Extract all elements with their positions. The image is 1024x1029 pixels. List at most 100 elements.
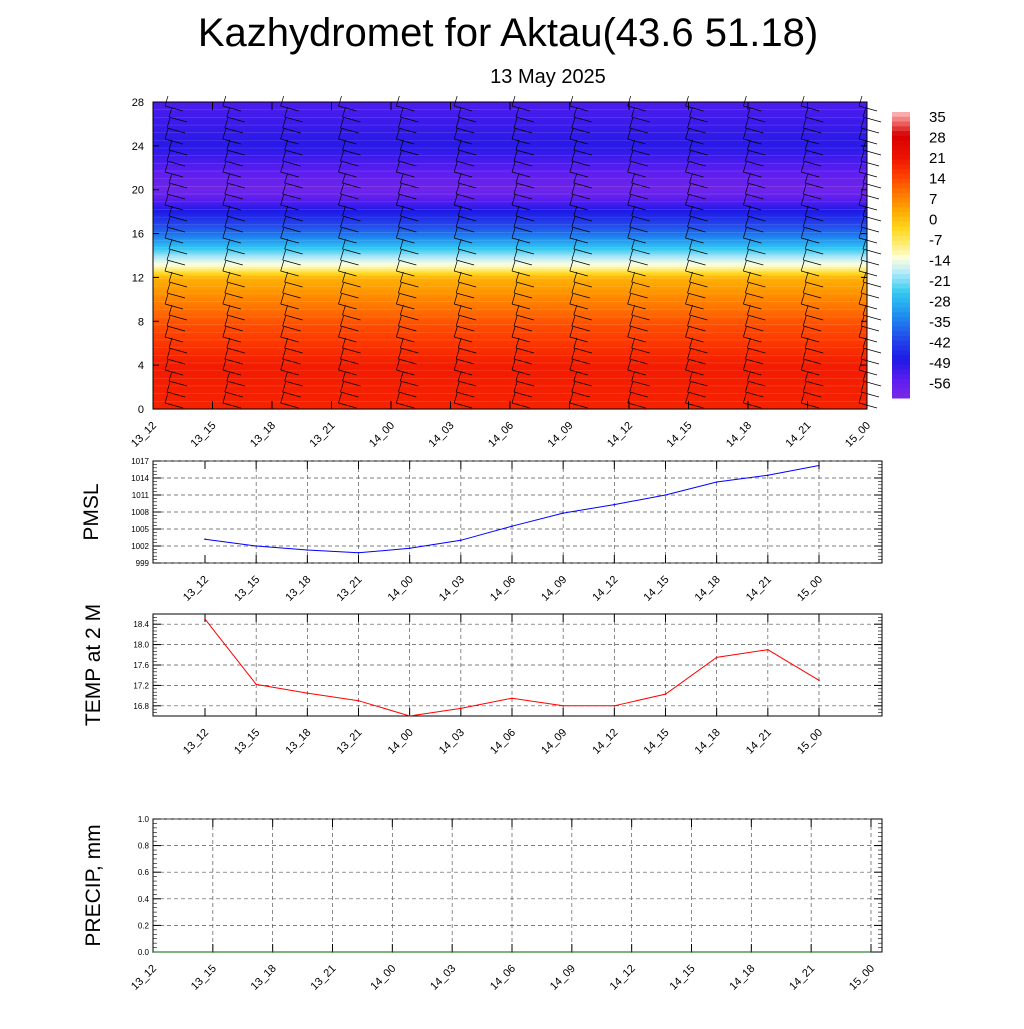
wind-barb-flag: [398, 259, 417, 266]
wind-barb-flag: [631, 116, 650, 123]
heatmap-band: [153, 393, 867, 397]
heatmap-band: [153, 196, 867, 200]
heatmap-band: [153, 231, 867, 235]
colorbar-label: 35: [929, 109, 946, 126]
colorbar-segment: [892, 278, 910, 285]
wind-barb-flag: [396, 138, 415, 145]
wind-barb-staff: [744, 282, 749, 294]
wind-barb-staff: [453, 161, 458, 173]
heatmap-band: [153, 178, 867, 182]
data-point: [715, 481, 718, 483]
y-axis-title: TEMP at 2 M: [82, 604, 105, 726]
wind-barb-staff: [802, 348, 807, 360]
wind-barb-flag: [396, 402, 415, 409]
x-tick-label: 15_00: [847, 963, 877, 993]
heatmap-band: [153, 110, 867, 114]
wind-barb-flag: [513, 160, 533, 167]
wind-barb-staff: [685, 128, 689, 140]
wind-barb-flag: [743, 303, 762, 310]
wind-barb-flag: [338, 237, 357, 244]
wind-barb-staff: [455, 117, 460, 129]
wind-barb-staff: [280, 260, 285, 272]
data-point: [664, 494, 667, 496]
wind-barb-flag: [284, 149, 303, 156]
wind-barb-flag: [226, 248, 245, 255]
wind-barb-flag: [456, 292, 475, 299]
wind-barb-staff: [224, 183, 229, 195]
wind-barb-flag: [166, 160, 186, 167]
wind-barb-flag: [689, 116, 708, 123]
wind-barb-flag: [515, 380, 535, 387]
x-tick-label: 13_21: [308, 420, 338, 450]
wind-barb-flag: [627, 402, 646, 409]
wind-barb-flag: [280, 270, 299, 277]
wind-barb-flag: [631, 281, 650, 288]
wind-barb-staff: [573, 337, 578, 349]
wind-barb-flag: [685, 204, 704, 211]
data-point: [715, 656, 718, 659]
wind-barb-flag: [571, 127, 590, 134]
wind-barb-staff: [222, 194, 227, 206]
heatmap-band: [153, 341, 867, 344]
wind-barb-staff: [166, 117, 171, 129]
wind-barb-staff: [226, 304, 231, 316]
wind-barb-staff: [455, 381, 460, 393]
wind-barb-staff: [166, 348, 171, 360]
wind-barb-flag: [164, 171, 184, 178]
wind-barb-flag: [400, 380, 419, 387]
wind-barb-staff: [284, 172, 289, 184]
data-point: [870, 951, 872, 953]
wind-barb-flag: [858, 204, 878, 211]
colorbar-label: -49: [929, 355, 951, 372]
colorbar-segment: [892, 212, 910, 218]
wind-barb-flag: [454, 138, 473, 145]
y-tick-label: 1.0: [138, 815, 150, 824]
wind-barb-flag: [803, 325, 822, 332]
x-tick-label: 13_15: [232, 574, 262, 604]
wind-barb-flag: [458, 248, 477, 255]
x-tick-label: 13_18: [249, 963, 279, 993]
wind-barb-flag: [166, 391, 186, 398]
wind-barb-staff: [280, 293, 285, 305]
wind-barb-flag: [398, 358, 417, 365]
wind-barb-staff: [457, 238, 462, 250]
wind-barb-flag: [164, 336, 184, 343]
wind-barb-staff: [511, 326, 516, 338]
heatmap-band: [153, 395, 867, 399]
wind-barb-staff: [453, 392, 458, 404]
wind-barb-flag: [164, 105, 184, 112]
wind-barb-staff: [742, 161, 747, 173]
x-tick-label: 14_18: [724, 420, 754, 450]
colorbar-segment: [892, 393, 910, 399]
heatmap-band: [153, 369, 867, 373]
wind-barb-flag: [860, 325, 880, 332]
wind-barb-flag: [862, 281, 882, 288]
x-tick-label: 14_18: [693, 727, 723, 757]
wind-barb-flag: [801, 105, 820, 112]
wind-barb-staff: [571, 117, 576, 129]
colorbar-segment: [892, 378, 910, 385]
heatmap-band: [153, 187, 867, 191]
wind-barb-staff: [342, 271, 346, 283]
wind-barb-staff: [511, 128, 516, 140]
x-tick-label: 14_15: [642, 574, 672, 604]
wind-barb-flag: [862, 182, 882, 189]
wind-barb-flag: [458, 182, 477, 189]
wind-barb-staff: [860, 282, 865, 294]
heatmap-band: [153, 365, 867, 368]
wind-barb-flag: [801, 237, 820, 244]
wind-barb-flag: [164, 270, 184, 277]
colorbar-label: 21: [929, 150, 946, 167]
wind-barb-staff: [742, 293, 747, 305]
wind-barb-flag: [342, 380, 361, 387]
wind-barb-flag: [745, 160, 764, 167]
colorbar-segment: [892, 245, 910, 251]
wind-barb-flag: [627, 237, 646, 244]
wind-barb-staff: [166, 183, 171, 195]
wind-barb-flag: [222, 270, 241, 277]
wind-barb-flag: [685, 270, 704, 277]
x-tick-label: 14_12: [590, 727, 620, 757]
heatmap-band: [153, 126, 867, 129]
wind-barb-flag: [168, 182, 188, 189]
wind-barb-flag: [280, 237, 299, 244]
